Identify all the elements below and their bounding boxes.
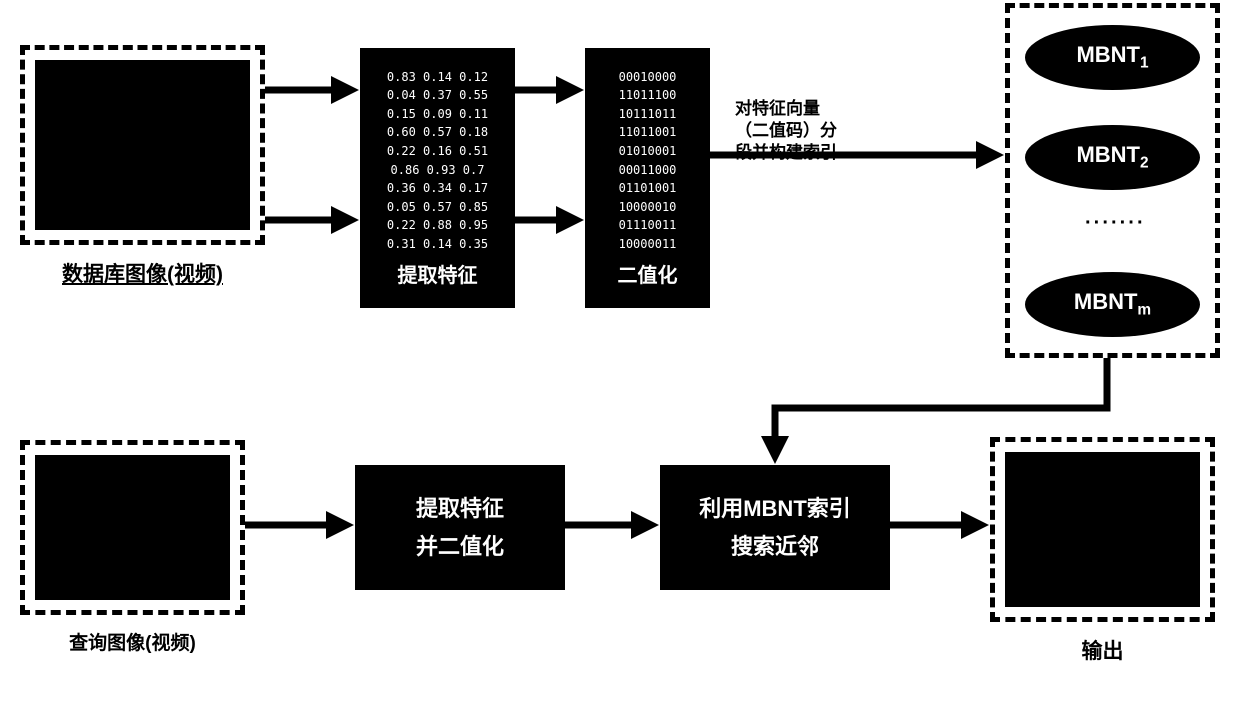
arrows-layer bbox=[0, 0, 1240, 728]
edge-idx-search bbox=[775, 358, 1107, 457]
edge-bin-idx-label: 对特征向量 （二值码）分 段并构建索引 bbox=[735, 98, 837, 164]
